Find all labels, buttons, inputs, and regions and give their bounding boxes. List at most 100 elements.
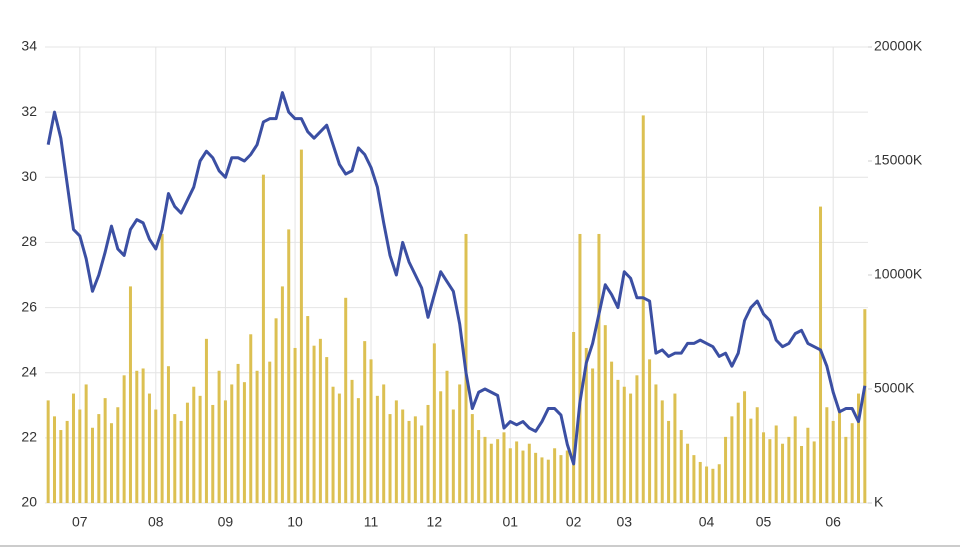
x-tick-label: 10 — [287, 514, 303, 530]
volume-bar — [470, 414, 474, 503]
volume-bar — [477, 430, 481, 503]
volume-bar — [502, 432, 506, 503]
volume-bar — [445, 370, 449, 503]
x-tick-label: 01 — [503, 514, 519, 530]
volume-bar — [793, 416, 797, 503]
volume-bar — [109, 423, 113, 503]
volume-bar — [863, 309, 867, 503]
volume-bar — [78, 409, 82, 503]
x-tick-label: 06 — [825, 514, 841, 530]
volume-bar — [496, 439, 500, 503]
volume-bar — [800, 446, 804, 503]
volume-bar — [559, 455, 563, 503]
y-tick-label: 20 — [21, 494, 37, 510]
volume-bar — [154, 409, 158, 503]
y-tick-label: 26 — [21, 298, 37, 314]
volume-bar — [610, 361, 614, 503]
volume-bar — [584, 347, 588, 503]
volume-bar — [508, 448, 512, 503]
volume-bar — [185, 402, 189, 503]
volume-bar — [268, 361, 272, 503]
volume-bar — [413, 416, 417, 503]
volume-bar — [318, 338, 322, 503]
volume-bar — [679, 430, 683, 503]
volume-bar — [166, 366, 170, 503]
volume-bar — [825, 407, 829, 503]
volume-bar — [401, 409, 405, 503]
volume-bar — [217, 370, 221, 503]
volume-bar — [407, 420, 411, 503]
y-tick-label: 32 — [21, 103, 37, 119]
volume-bar — [439, 391, 443, 503]
volume-bar — [59, 430, 63, 503]
volume-bar — [553, 448, 557, 503]
volume-bar — [812, 441, 816, 503]
volume-bar — [432, 343, 436, 503]
volume-bar — [648, 359, 652, 503]
volume-bar — [622, 386, 626, 503]
volume-bar — [230, 384, 234, 503]
y2-tick-label: K — [874, 494, 884, 510]
volume-bar — [90, 427, 94, 503]
x-tick-label: 05 — [756, 514, 772, 530]
volume-bar — [420, 425, 424, 503]
volume-bar — [375, 395, 379, 503]
volume-bar — [660, 400, 664, 503]
volume-bar — [819, 206, 823, 503]
volume-bar — [344, 297, 348, 503]
volume-bar — [451, 409, 455, 503]
y-tick-label: 24 — [21, 363, 37, 379]
x-tick-label: 07 — [72, 514, 88, 530]
x-tick-label: 11 — [364, 514, 379, 530]
volume-bar — [261, 174, 265, 503]
price-line — [46, 91, 867, 466]
volume-bar — [280, 286, 284, 503]
volume-bar — [363, 341, 367, 503]
volume-bar — [629, 393, 633, 503]
volume-bar — [736, 402, 740, 503]
volume-bar — [686, 443, 690, 503]
volume-bar — [116, 407, 120, 503]
volume-bar — [122, 375, 126, 503]
x-tick-label: 08 — [148, 514, 164, 530]
volume-bar — [787, 436, 791, 503]
volume-bar — [128, 286, 132, 503]
volume-bar — [534, 452, 538, 503]
x-tick-label: 03 — [616, 514, 632, 530]
volume-bar — [198, 395, 202, 503]
volume-bar — [705, 466, 709, 503]
volume-bar — [141, 368, 145, 503]
volume-bar — [426, 404, 430, 503]
volume-bar — [173, 414, 177, 503]
volume-bar — [71, 393, 75, 503]
volume-bar — [635, 375, 639, 503]
volume-bar — [211, 404, 215, 503]
volume-bar — [458, 384, 462, 503]
volume-bar — [667, 420, 671, 503]
volume-bar — [147, 393, 151, 503]
volume-bar — [673, 393, 677, 503]
y2-tick-label: 5000K — [874, 380, 915, 396]
volume-bar — [369, 359, 373, 503]
volume-bar — [755, 407, 759, 503]
y2-tick-label: 15000K — [874, 152, 923, 168]
volume-bar — [483, 436, 487, 503]
volume-bar — [565, 450, 569, 503]
volume-bar — [572, 332, 576, 503]
volume-bar — [242, 382, 246, 503]
volume-bar — [806, 427, 810, 503]
volume-bar — [521, 450, 525, 503]
y2-tick-label: 10000K — [874, 266, 923, 282]
volume-bar — [749, 418, 753, 503]
volume-bar — [179, 420, 183, 503]
volume-bar — [287, 229, 291, 503]
volume-bar — [160, 233, 164, 503]
volume-bar — [223, 400, 227, 503]
volume-bar — [591, 368, 595, 503]
volume-bar — [692, 455, 696, 503]
volume-bar — [331, 386, 335, 503]
volume-bar — [774, 425, 778, 503]
y-tick-label: 22 — [21, 429, 37, 445]
volume-bar — [388, 414, 392, 503]
